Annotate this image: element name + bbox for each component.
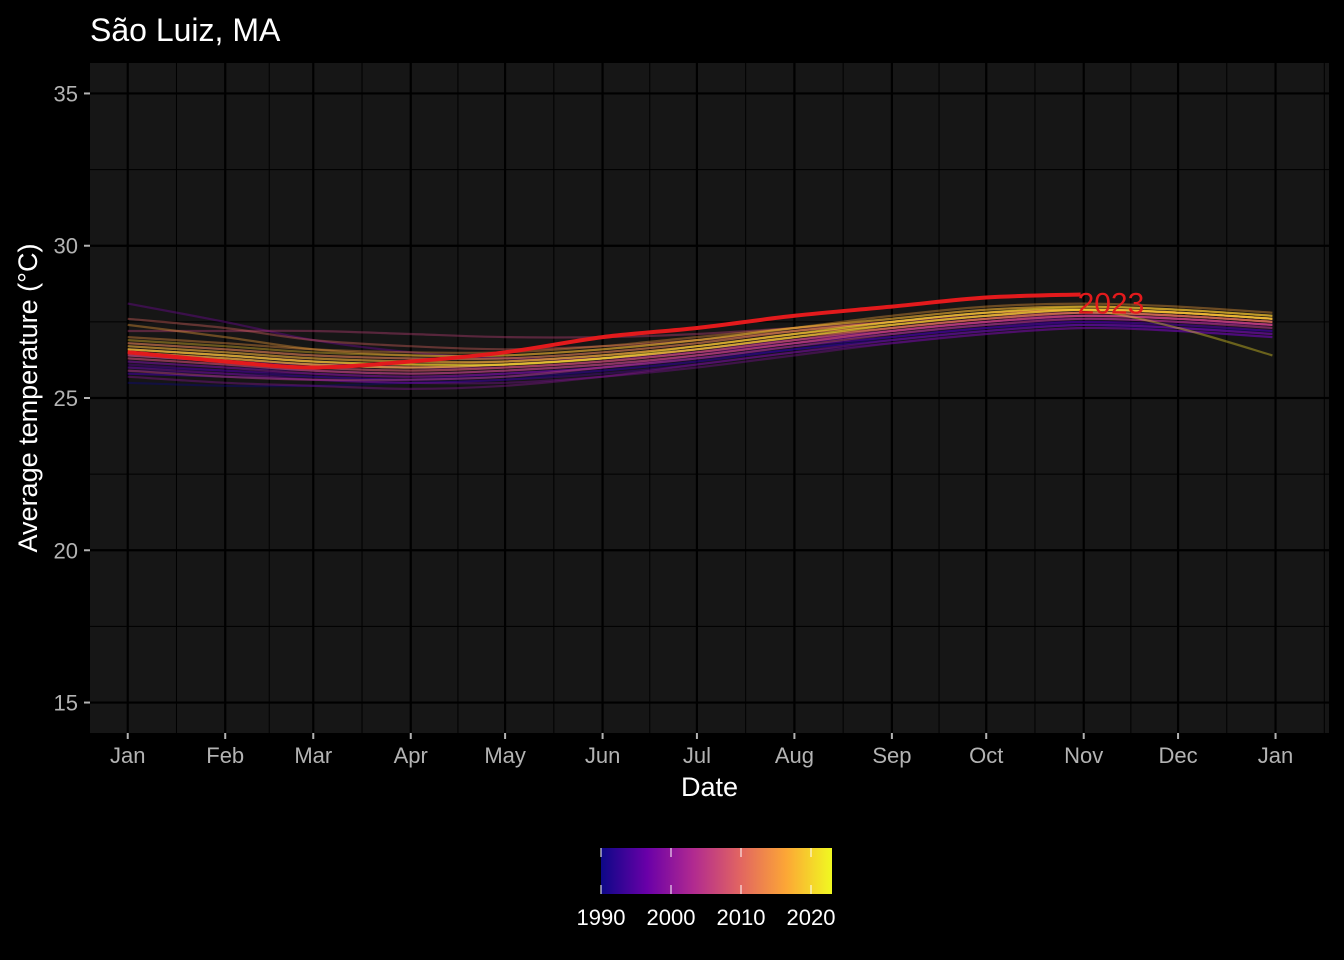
series-line-2014 [127,311,1273,369]
series-line-2008 [127,317,1273,382]
series-line-2021 [127,307,1273,369]
x-tick-label: Oct [969,743,1003,768]
x-tick-label: Sep [872,743,911,768]
series-group [127,302,1273,391]
series-line-2005 [127,308,1273,361]
x-tick-label: Dec [1158,743,1197,768]
x-tick-label: Apr [394,743,428,768]
y-tick-label: 25 [54,386,78,411]
series-line-2009 [127,314,1273,375]
series-line-2010 [127,308,1273,351]
highlight-group: 2023 [127,287,1145,370]
series-line-2020 [127,305,1273,364]
series-line-1998 [127,302,1273,361]
y-tick-label: 20 [54,538,78,563]
series-line-1999 [127,326,1273,385]
series-line-1995 [127,326,1273,384]
series-line-1990 [127,323,1273,388]
series-line-2015 [127,305,1273,354]
x-tick-label: Jun [585,743,620,768]
series-line-1992 [127,320,1273,381]
series-line-2001 [127,314,1273,378]
x-tick-label: Nov [1064,743,1103,768]
series-line-highlight [127,292,1081,370]
colorbar-gradient [601,848,832,894]
series-line-2017 [127,308,1273,361]
y-axis: 15 20 25 30 35 [54,81,90,716]
colorbar-legend: 1990 2000 2010 2020 [577,848,836,930]
y-tick-label: 35 [54,81,78,106]
series-line-1996 [127,320,1273,378]
grid-major [90,63,1329,733]
series-line-2012 [127,308,1273,364]
series-line-2002 [127,314,1273,370]
highlight-label: 2023 [1078,287,1145,320]
series-line-2018 [127,308,1273,367]
series-line-2004 [127,314,1273,375]
y-tick-label: 15 [54,691,78,716]
y-axis-label: Average temperature (°C) [13,244,43,553]
colorbar-tick-label: 2020 [787,905,836,930]
series-line-1991 [127,323,1273,382]
x-tick-label: Feb [206,743,244,768]
x-tick-label: Aug [775,743,814,768]
colorbar-tick-label: 2000 [647,905,696,930]
x-tick-label: May [484,743,526,768]
series-line-1994 [127,323,1273,381]
series-line-2019 [127,305,1273,358]
x-tick-label: Jul [683,743,711,768]
series-line-2007 [127,311,1273,369]
x-tick-label: Jan [110,743,145,768]
series-line-2022 [127,308,1273,367]
series-line-1997 [127,317,1273,369]
series-line-2013 [127,308,1273,366]
series-line-2006 [127,311,1273,339]
series-line-2016 [127,302,1273,358]
series-line-2000 [127,323,1273,391]
x-tick-label: Mar [294,743,332,768]
x-axis: Jan Feb Mar Apr May Jun Jul Aug Sep Oct Nov Dec Jan [110,733,1293,768]
x-axis-label: Date [681,772,738,802]
series-line-1993 [127,320,1273,375]
y-tick-label: 30 [54,234,78,259]
colorbar-tick-label: 2010 [717,905,766,930]
x-tick-label: Jan [1258,743,1293,768]
colorbar-tick-label: 1990 [577,905,626,930]
chart-title: São Luiz, MA [90,12,281,48]
